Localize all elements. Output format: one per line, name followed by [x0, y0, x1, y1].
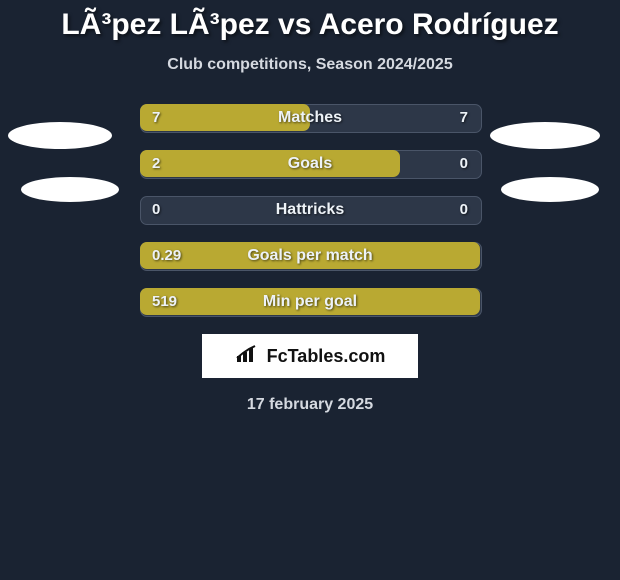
page-title: LÃ³pez LÃ³pez vs Acero Rodríguez — [0, 0, 620, 42]
player-right-photo-placeholder — [490, 122, 600, 149]
stat-row: 519Min per goal — [140, 288, 480, 315]
chart-icon — [235, 344, 261, 369]
fctables-logo[interactable]: FcTables.com — [202, 334, 418, 378]
stat-label: Goals — [140, 150, 480, 177]
logo-text: FcTables.com — [267, 346, 386, 367]
stat-row: 0.29Goals per match — [140, 242, 480, 269]
stat-right-value: 0 — [460, 196, 468, 223]
date-text: 17 february 2025 — [0, 396, 620, 414]
player-right-name-placeholder — [501, 177, 599, 202]
stat-row: 7Matches7 — [140, 104, 480, 131]
stat-label: Goals per match — [140, 242, 480, 269]
subtitle: Club competitions, Season 2024/2025 — [0, 56, 620, 74]
stat-label: Min per goal — [140, 288, 480, 315]
stat-row: 0Hattricks0 — [140, 196, 480, 223]
stat-row: 2Goals0 — [140, 150, 480, 177]
player-left-name-placeholder — [21, 177, 119, 202]
stat-label: Matches — [140, 104, 480, 131]
stat-label: Hattricks — [140, 196, 480, 223]
player-left-photo-placeholder — [8, 122, 112, 149]
stat-right-value: 0 — [460, 150, 468, 177]
stat-right-value: 7 — [460, 104, 468, 131]
